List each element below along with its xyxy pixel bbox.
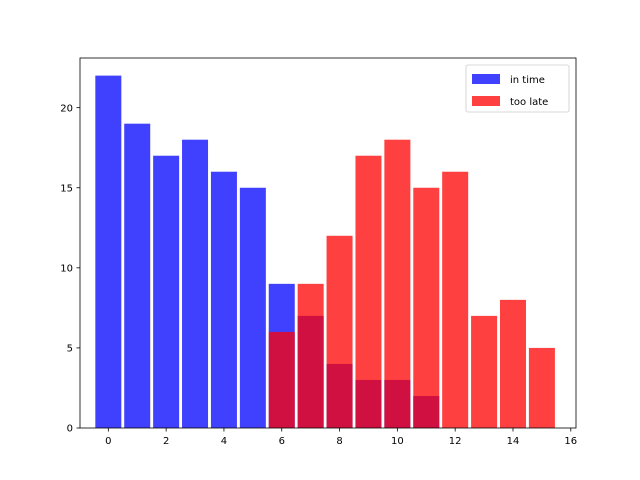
legend-swatch-in-time — [472, 74, 500, 84]
x-tick-label: 4 — [221, 436, 227, 447]
y-tick-label: 15 — [60, 183, 73, 194]
bar-in-time-1 — [124, 123, 151, 429]
x-tick-label: 0 — [105, 436, 111, 447]
bar-too-late-8 — [326, 235, 353, 428]
bar-in-time-4 — [210, 171, 237, 428]
y-tick-label: 5 — [67, 344, 73, 355]
y-axis: 0 5 10 15 20 — [60, 103, 80, 435]
bar-in-time-2 — [153, 155, 180, 428]
bar-too-late-12 — [442, 171, 469, 428]
plot-frame — [79, 57, 577, 429]
bar-too-late-7 — [297, 283, 324, 428]
legend-swatch-too-late — [472, 96, 500, 106]
bars-layer — [95, 75, 555, 429]
bar-too-late-11 — [413, 187, 440, 428]
x-tick-label: 2 — [163, 436, 169, 447]
bar-too-late-10 — [384, 139, 411, 428]
x-tick-label: 8 — [336, 436, 342, 447]
legend-label-too-late: too late — [510, 97, 548, 108]
bar-too-late-13 — [471, 315, 498, 428]
bar-too-late-15 — [528, 347, 555, 428]
y-tick-label: 20 — [60, 103, 73, 114]
bar-too-late-9 — [355, 155, 382, 428]
bar-too-late-6 — [268, 331, 295, 428]
x-axis: 0 2 4 6 8 10 12 14 16 — [105, 428, 577, 447]
x-tick-label: 10 — [391, 436, 404, 447]
bar-in-time-5 — [239, 187, 266, 428]
y-tick-label: 0 — [67, 424, 73, 435]
bar-too-late-14 — [499, 299, 526, 428]
bar-in-time-0 — [95, 75, 122, 429]
x-tick-label: 14 — [507, 436, 520, 447]
bar-in-time-3 — [182, 139, 209, 428]
x-tick-label: 16 — [564, 436, 577, 447]
legend: in time too late — [465, 64, 570, 113]
y-tick-label: 10 — [60, 263, 73, 274]
x-tick-label: 6 — [279, 436, 285, 447]
x-tick-label: 12 — [449, 436, 462, 447]
legend-label-in-time: in time — [510, 75, 545, 86]
